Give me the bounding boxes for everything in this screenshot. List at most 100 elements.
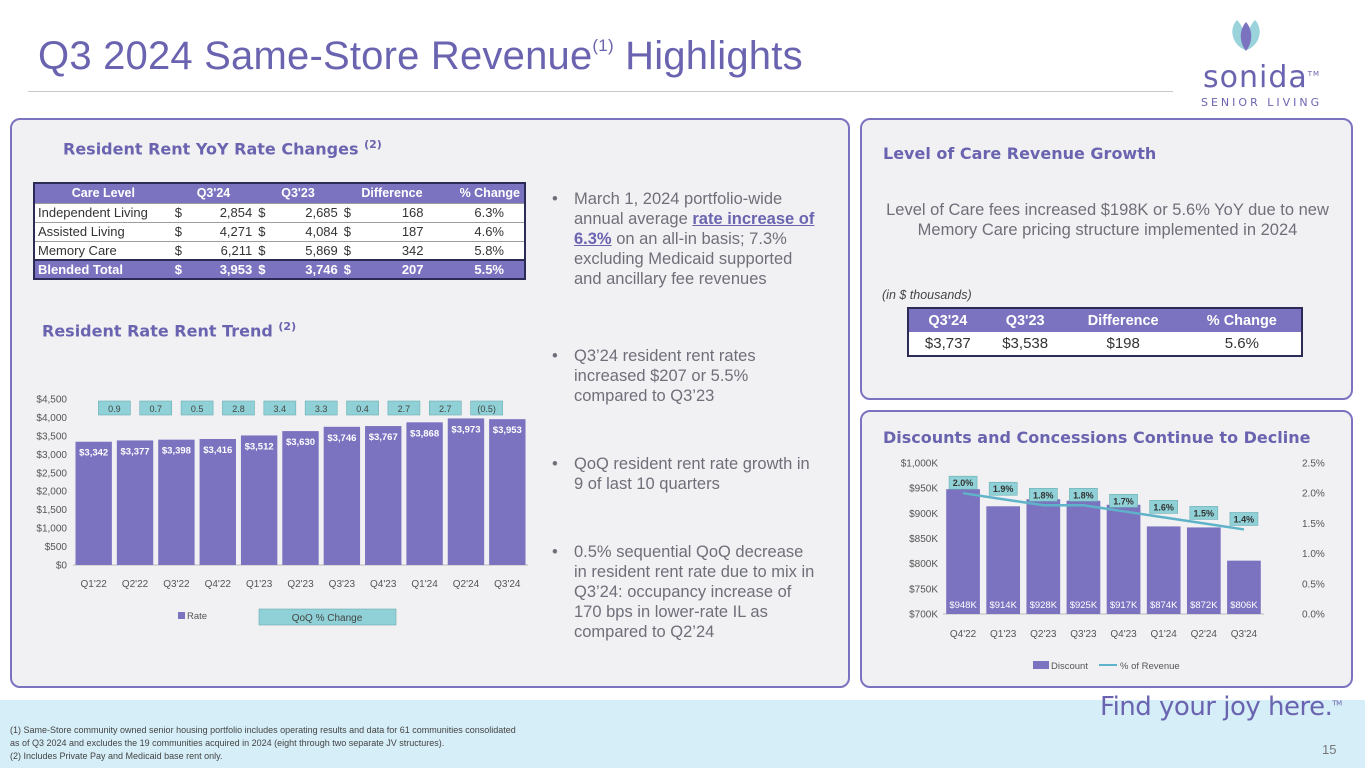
cell-currency: $	[171, 221, 186, 241]
cell-diff: $198	[1063, 332, 1183, 356]
y-tick-label: $500	[45, 542, 68, 553]
x-tick-label: Q4'23	[370, 579, 397, 590]
tagline: Find your joy here.TM	[1100, 692, 1342, 722]
bullet-rate-increase: March 1, 2024 portfolio-wide annual aver…	[552, 189, 820, 289]
pct-label: 1.8%	[1073, 490, 1094, 500]
bar	[1146, 526, 1181, 614]
y-tick-label: $1,500	[36, 505, 67, 516]
y-tick-label: $3,000	[36, 450, 67, 461]
page-title: Q3 2024 Same-Store Revenue(1) Highlights	[38, 34, 803, 79]
qoq-label: 0.5	[191, 404, 204, 414]
bullet-qoq-decrease: 0.5% sequential QoQ decrease in resident…	[552, 542, 820, 642]
y-tick-label: $1,000K	[901, 459, 939, 470]
y-tick-label: $800K	[909, 559, 938, 570]
title-footnote-ref: (1)	[592, 35, 614, 55]
bar	[447, 418, 485, 565]
bullet-yoy-increase: Q3’24 resident rent rates increased $207…	[552, 346, 820, 406]
cell-label: Blended Total	[34, 259, 172, 279]
cell-q324: 2,854	[185, 202, 256, 222]
cell-label: Assisted Living	[34, 221, 172, 241]
y-tick-label: $700K	[909, 610, 938, 621]
y-tick-label: $4,000	[36, 413, 67, 424]
col-header: Q3'24	[908, 308, 987, 332]
logo-wordmark: sonidaTM	[1203, 60, 1321, 95]
discounts-panel	[860, 410, 1353, 688]
qoq-label: 0.7	[149, 404, 162, 414]
rate-increase-highlight: rate increase of 6.3%	[574, 210, 815, 248]
col-header: % Change	[426, 183, 525, 203]
pct-label-box	[948, 475, 978, 490]
table-row: Assisted Living $ 4,271 $ 4,084 $ 187 4.…	[34, 221, 525, 241]
pct-label-box	[1109, 494, 1138, 508]
qoq-label: 0.9	[108, 404, 121, 414]
rent-bullets: March 1, 2024 portfolio-wide annual aver…	[552, 189, 820, 642]
y2-tick-label: 1.5%	[1302, 519, 1325, 530]
bar-value-label: $925K	[1070, 600, 1098, 611]
x-tick-label: Q3'24	[1231, 629, 1258, 640]
col-header: Q3'23	[255, 183, 341, 203]
x-tick-label: Q3'23	[329, 579, 356, 590]
col-header: Difference	[1063, 308, 1183, 332]
qoq-box	[98, 400, 131, 416]
bar-value-label: $3,973	[451, 424, 480, 435]
y2-tick-label: 0.0%	[1302, 610, 1325, 621]
cell-q324: 6,211	[185, 240, 256, 260]
x-tick-label: Q1'22	[80, 579, 107, 590]
bar-value-label: $3,767	[369, 432, 398, 443]
y-tick-label: $1,000	[36, 524, 67, 535]
pct-label-box	[1189, 506, 1219, 520]
cell-diff: 207	[354, 259, 427, 279]
x-tick-label: Q2'22	[122, 579, 149, 590]
bar	[946, 489, 980, 614]
bar	[489, 419, 526, 565]
bar	[406, 422, 443, 565]
y-tick-label: $900K	[909, 509, 938, 520]
pct-label: 1.9%	[993, 484, 1014, 494]
footer-band	[0, 700, 1365, 768]
table-row: $3,737 $3,538 $198 5.6%	[908, 332, 1302, 356]
legend-qoq-label: QoQ % Change	[292, 613, 363, 624]
bar	[1066, 500, 1101, 614]
x-tick-label: Q1'24	[411, 579, 438, 590]
logo-subtitle: SENIOR LIVING	[1201, 96, 1323, 109]
legend-rate-swatch	[178, 612, 185, 619]
bar-value-label: $806K	[1230, 600, 1258, 611]
bullet-qoq-growth: QoQ resident rent rate growth in 9 of la…	[552, 454, 820, 494]
pct-label: 1.5%	[1194, 508, 1215, 518]
footnote-1-cont: as of Q3 2024 and excludes the 19 commun…	[10, 738, 445, 748]
rent-trend-chart: $0 $500 $1,000 $1,500 $2,000 $2,500 $3,000 $3,5…	[36, 395, 528, 626]
loc-units-note: (in $ thousands)	[882, 288, 972, 302]
x-tick-label: Q3'23	[1070, 629, 1097, 640]
y2-tick-label: 0.5%	[1302, 579, 1325, 590]
qoq-label: 2.8	[232, 404, 245, 414]
bar-value-label: $3,416	[203, 445, 232, 456]
discounts-title: Discounts and Concessions Continue to De…	[883, 428, 1311, 447]
qoq-label: 3.3	[315, 404, 328, 414]
table-total-row: Blended Total $ 3,953 $ 3,746 $ 207 5.5%	[34, 259, 525, 279]
bar	[1227, 560, 1261, 614]
bar	[986, 506, 1021, 614]
cell-label: Independent Living	[34, 202, 172, 222]
rent-yoy-title: Resident Rent YoY Rate Changes (2)	[63, 138, 382, 159]
table-row: Independent Living $ 2,854 $ 2,685 $ 168…	[34, 202, 525, 222]
bar	[323, 426, 361, 565]
pct-label-box	[1029, 487, 1058, 502]
x-tick-label: Q3'24	[494, 579, 521, 590]
loc-table: Q3'24 Q3'23 Difference % Change $3,737 $…	[907, 307, 1303, 357]
pct-label-box	[1069, 487, 1098, 502]
table-header-row: Q3'24 Q3'23 Difference % Change	[908, 308, 1302, 332]
x-tick-label: Q1'24	[1151, 629, 1178, 640]
x-tick-label: Q2'23	[287, 579, 314, 590]
bar	[75, 441, 112, 565]
y2-tick-label: 2.0%	[1302, 489, 1325, 500]
cell-label: Memory Care	[34, 240, 172, 260]
y2-tick-label: 1.0%	[1302, 549, 1325, 560]
qoq-box	[263, 400, 297, 416]
col-header: % Change	[1182, 308, 1302, 332]
y-tick-label: $950K	[909, 484, 938, 495]
legend-discount-label: Discount	[1051, 661, 1088, 672]
y-tick-label: $750K	[909, 584, 938, 595]
pct-label-box	[1149, 500, 1178, 514]
cell-currency: $	[171, 240, 186, 260]
cell-diff: 187	[354, 221, 427, 241]
